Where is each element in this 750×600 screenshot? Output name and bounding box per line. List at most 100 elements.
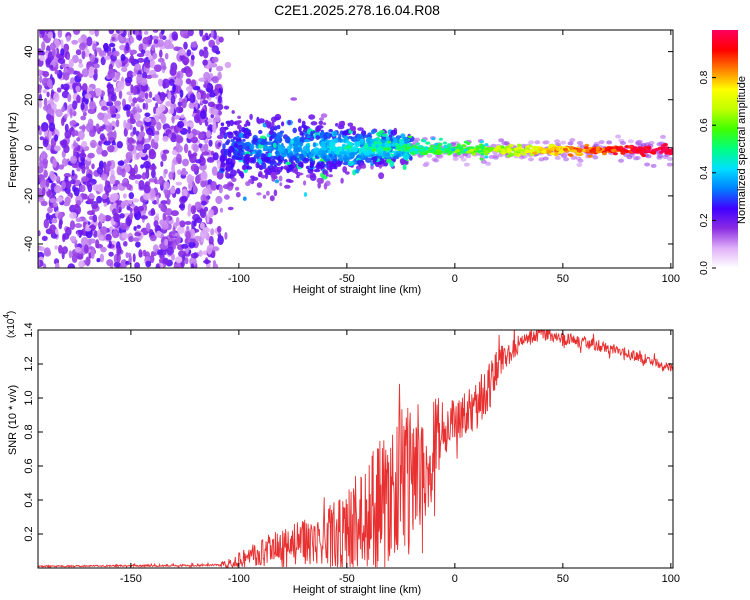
heatmap-cell (66, 53, 70, 61)
heatmap-cell (312, 142, 317, 148)
heatmap-cell (76, 252, 84, 260)
heatmap-cell (581, 148, 587, 152)
y-tick-label: 0.4 (23, 492, 35, 507)
heatmap-cell (387, 140, 392, 144)
heatmap-cell (323, 133, 327, 141)
colorbar-gradient (712, 30, 738, 268)
heatmap-cell (280, 166, 284, 170)
heatmap-cell (226, 123, 231, 127)
heatmap-cell (39, 75, 43, 84)
heatmap-cell (626, 155, 633, 160)
heatmap-cell (490, 143, 497, 148)
heatmap-cell (479, 157, 484, 161)
heatmap-cell (74, 246, 82, 253)
heatmap-cell (57, 30, 63, 38)
heatmap-cell (45, 212, 51, 221)
heatmap-cell (210, 30, 214, 39)
heatmap-cell (69, 212, 77, 219)
heatmap-cell (185, 78, 192, 85)
heatmap-cell (200, 194, 207, 203)
heatmap-cell (132, 97, 138, 104)
heatmap-cell (303, 139, 311, 143)
heatmap-cell (644, 162, 651, 167)
heatmap-cell (145, 74, 153, 79)
heatmap-cell (113, 262, 121, 268)
heatmap-cell (222, 184, 230, 190)
heatmap-cell (256, 182, 263, 189)
heatmap-cell (542, 156, 549, 161)
heatmap-cell (73, 147, 77, 157)
heatmap-cell (248, 178, 253, 184)
heatmap-cell (320, 113, 328, 118)
heatmap-cell (532, 151, 538, 155)
heatmap-cell (41, 41, 46, 51)
heatmap-cell (567, 153, 573, 157)
heatmap-cell (217, 235, 224, 246)
heatmap-cell (128, 199, 133, 205)
heatmap-cell (372, 156, 378, 162)
heatmap-cell (212, 246, 220, 252)
heatmap-cell (212, 56, 219, 63)
heatmap-cell (52, 202, 58, 208)
colorbar: 0.0 0.2 0.4 0.6 0.8 Normalized spectral ampl… (699, 30, 748, 275)
heatmap-cell (266, 123, 272, 129)
heatmap-cell (88, 101, 96, 110)
heatmap-cell (75, 217, 82, 222)
heatmap-cell (93, 68, 98, 75)
heatmap-cell (80, 115, 87, 121)
heatmap-cell (88, 238, 96, 244)
heatmap-cell (293, 145, 299, 153)
heatmap-cell (245, 119, 250, 126)
heatmap-cell (145, 260, 152, 268)
heatmap-cell (395, 135, 402, 139)
heatmap-cell (170, 186, 176, 194)
heatmap-cell (153, 39, 159, 44)
heatmap-cell (192, 152, 198, 157)
heatmap-cell (127, 137, 135, 145)
heatmap-cell (103, 43, 109, 49)
heatmap-cell (569, 145, 575, 150)
heatmap-cell (408, 135, 412, 139)
heatmap-cell (95, 239, 100, 249)
heatmap-cell (255, 161, 260, 169)
heatmap-cell (620, 151, 626, 155)
heatmap-cell (195, 217, 203, 224)
heatmap-cell (272, 142, 277, 148)
heatmap-cell (199, 30, 204, 37)
heatmap-cell (77, 37, 83, 44)
heatmap-cell (554, 155, 561, 160)
heatmap-cell (135, 143, 144, 152)
snr-y-scale-base: (x10 (6, 318, 17, 338)
chart-title: C2E1.2025.278.16.04.R08 (274, 2, 440, 18)
heatmap-cell (361, 165, 367, 169)
heatmap-cell (237, 115, 242, 120)
heatmap-cell (206, 83, 213, 93)
heatmap-cell (666, 156, 673, 161)
heatmap-cell (145, 222, 151, 232)
heatmap-cell (308, 114, 316, 120)
heatmap-cell (359, 138, 365, 143)
heatmap-cell (179, 220, 186, 228)
heatmap-cell (162, 257, 169, 265)
heatmap-cell (264, 119, 269, 125)
heatmap-cell (225, 141, 230, 146)
heatmap-cell (480, 159, 487, 164)
heatmap-cell (119, 30, 124, 34)
heatmap-cell (54, 185, 62, 194)
heatmap-cell (281, 121, 285, 127)
heatmap-cell (68, 59, 74, 68)
heatmap-cell (39, 136, 44, 141)
heatmap-cell (57, 57, 66, 64)
heatmap-cell (501, 141, 508, 146)
heatmap-cell (377, 141, 382, 145)
heatmap-cell (459, 150, 465, 154)
heatmap-cell (65, 226, 72, 236)
heatmap-cell (279, 182, 283, 187)
heatmap-cell (373, 141, 378, 145)
heatmap-cell (89, 129, 96, 137)
heatmap-cell (230, 169, 237, 177)
y-tick-label: -20 (23, 188, 35, 204)
heatmap-cell (367, 150, 372, 153)
heatmap-cell (132, 106, 138, 116)
heatmap-cell (273, 189, 278, 197)
